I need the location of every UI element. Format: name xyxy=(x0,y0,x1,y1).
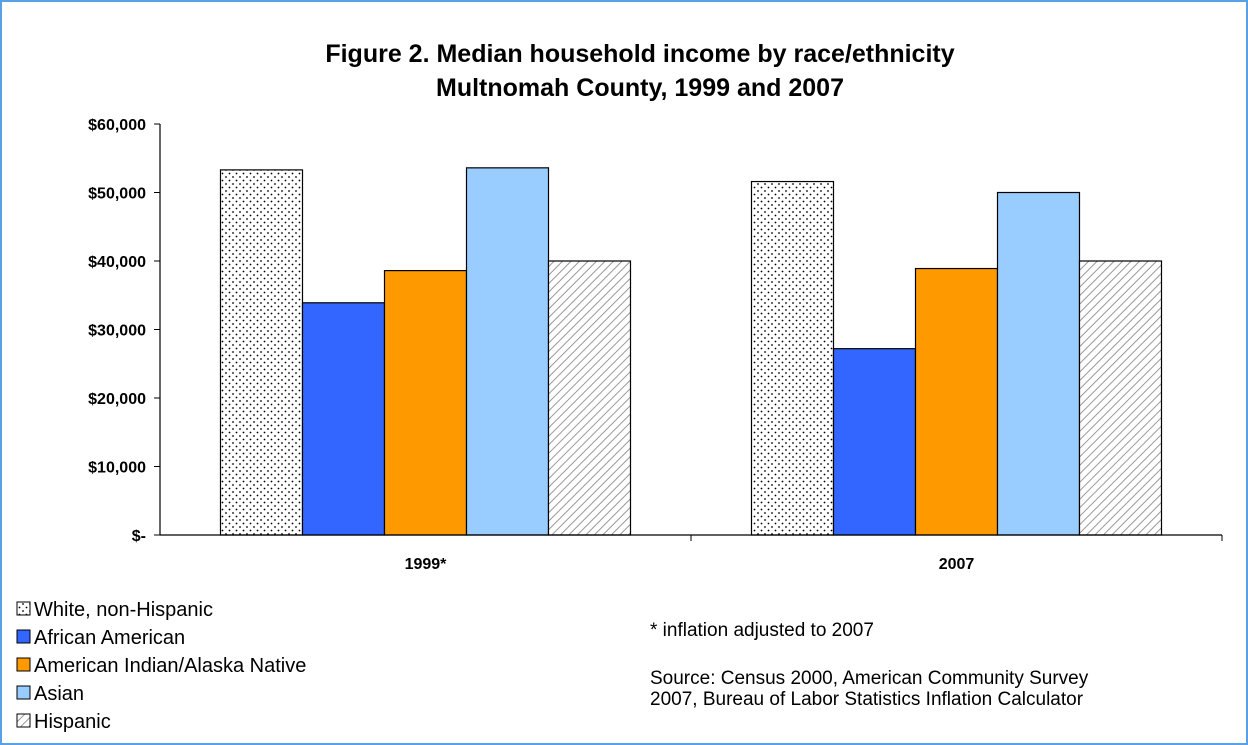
legend-swatch xyxy=(16,657,31,672)
bars xyxy=(219,167,1163,536)
y-tick-label: $30,000 xyxy=(88,323,146,340)
legend-label: Hispanic xyxy=(34,711,111,733)
y-tick-label: $20,000 xyxy=(88,391,146,408)
y-tick-label: $40,000 xyxy=(88,254,146,271)
y-tick-label: $- xyxy=(132,528,146,545)
legend-swatch xyxy=(16,713,31,728)
y-tick-label: $50,000 xyxy=(88,186,146,203)
chart-title: Figure 2. Median household income by rac… xyxy=(325,40,954,68)
y-tick-label: $60,000 xyxy=(88,117,146,134)
bar-2-0 xyxy=(383,269,468,536)
x-category-label: 1999* xyxy=(405,556,448,573)
bar-1-0 xyxy=(301,302,386,536)
category-labels: 1999* 2007 xyxy=(405,556,975,573)
y-axis-ticks: $- $10,000 $20,000 $30,000 $40,000 $50,000 $60… xyxy=(88,117,146,545)
bar-4-1 xyxy=(1078,260,1163,536)
bar-3-0 xyxy=(465,167,550,536)
legend-label: African American xyxy=(34,627,185,649)
chart-subtitle: Multnomah County, 1999 and 2007 xyxy=(436,74,844,102)
bar-3-1 xyxy=(996,191,1081,536)
legend-swatch xyxy=(16,685,31,700)
bar-1-1 xyxy=(832,348,917,536)
legend-label: Asian xyxy=(34,683,84,705)
x-category-label: 2007 xyxy=(939,556,975,573)
bar-0-1 xyxy=(750,180,835,536)
legend: White, non-Hispanic African American Ameri… xyxy=(16,599,306,733)
legend-swatch xyxy=(16,629,31,644)
inflation-note: * inflation adjusted to 2007 xyxy=(650,620,874,641)
bar-4-0 xyxy=(547,260,632,536)
bar-0-0 xyxy=(219,169,304,536)
legend-label: American Indian/Alaska Native xyxy=(34,655,306,677)
legend-swatch xyxy=(16,601,31,616)
source-note-line1: Source: Census 2000, American Community … xyxy=(650,668,1089,689)
y-tick-label: $10,000 xyxy=(88,460,146,477)
axes xyxy=(154,123,1223,541)
source-note-line2: 2007, Bureau of Labor Statistics Inflati… xyxy=(650,689,1084,710)
bar-2-1 xyxy=(914,267,999,536)
legend-label: White, non-Hispanic xyxy=(34,599,213,621)
